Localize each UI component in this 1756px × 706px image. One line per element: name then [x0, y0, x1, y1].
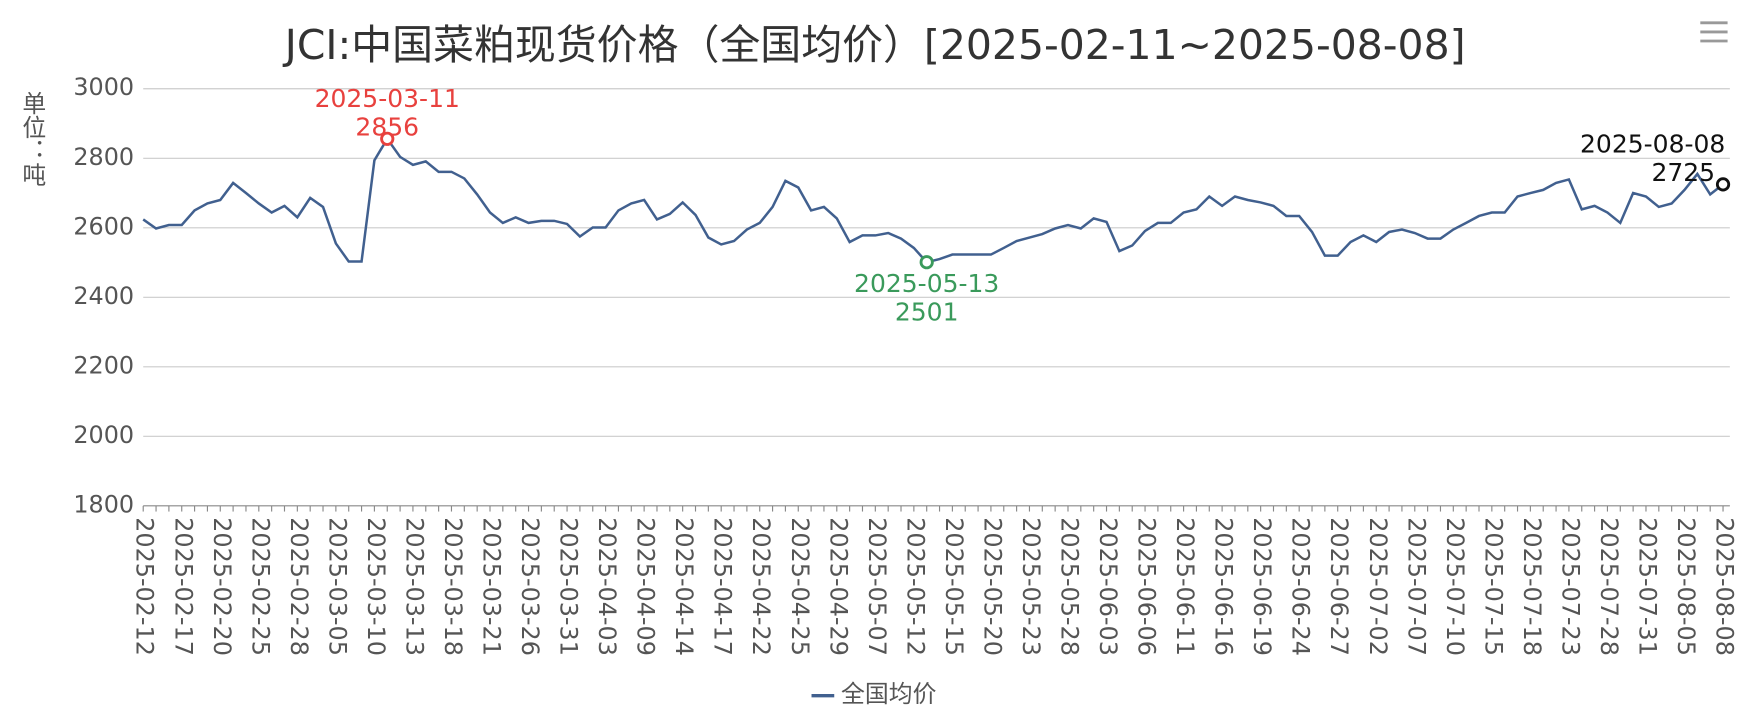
x-tick-label: 2025-08-05 [1672, 517, 1700, 656]
y-axis-label: 单位：吨 [18, 91, 46, 187]
y-tick-label: 2600 [73, 212, 134, 240]
legend-label: 全国均价 [841, 680, 937, 706]
x-tick-label: 2025-06-16 [1210, 517, 1238, 656]
x-tick-label: 2025-06-06 [1133, 517, 1161, 656]
x-tick-label: 2025-04-29 [824, 517, 852, 656]
y-tick-label: 2000 [73, 421, 134, 449]
x-tick-label: 2025-07-10 [1441, 517, 1469, 656]
x-tick-label: 2025-04-22 [747, 517, 775, 656]
x-tick-label: 2025-02-28 [285, 517, 313, 656]
x-tick-label: 2025-06-27 [1325, 517, 1353, 656]
x-tick-label: 2025-04-14 [670, 517, 698, 656]
x-tick-label: 2025-04-03 [593, 517, 621, 656]
x-tick-label: 2025-07-28 [1595, 517, 1623, 656]
y-tick-label: 2200 [73, 351, 134, 379]
x-tick-label: 2025-02-20 [208, 517, 236, 656]
x-tick-label: 2025-02-17 [169, 517, 197, 656]
x-tick-label: 2025-07-02 [1364, 517, 1392, 656]
x-tick-label: 2025-05-23 [1017, 517, 1045, 656]
x-tick-label: 2025-03-21 [478, 517, 506, 656]
x-tick-label: 2025-07-31 [1633, 517, 1661, 656]
x-tick-label: 2025-06-03 [1094, 517, 1122, 656]
y-tick-label: 2800 [73, 143, 134, 171]
annotation-point [919, 255, 934, 270]
x-tick-label: 2025-03-26 [516, 517, 544, 656]
x-tick-label: 2025-03-31 [555, 517, 583, 656]
annotation-value: 2725 [1651, 158, 1715, 187]
annotation-value: 2856 [355, 113, 419, 142]
y-tick-label: 1800 [73, 490, 134, 518]
x-tick-label: 2025-08-08 [1711, 517, 1739, 656]
annotation-point [380, 131, 395, 146]
x-tick-label: 2025-04-17 [709, 517, 737, 656]
x-tick-label: 2025-05-20 [978, 517, 1006, 656]
x-tick-label: 2025-06-19 [1248, 517, 1276, 656]
chart-title: JCI:中国菜粕现货价格（全国均价）[2025-02-11~2025-08-08… [282, 21, 1466, 69]
x-tick-label: 2025-02-25 [246, 517, 274, 656]
annotation-date: 2025-03-11 [315, 84, 460, 113]
annotation-point [1715, 177, 1731, 192]
x-tick-label: 2025-03-10 [362, 517, 390, 656]
annotation-date: 2025-08-08 [1580, 130, 1725, 159]
x-tick-label: 2025-07-07 [1402, 517, 1430, 656]
x-tick-label: 2025-05-12 [901, 517, 929, 656]
x-tick-label: 2025-04-25 [786, 517, 814, 656]
x-tick-label: 2025-06-11 [1171, 517, 1199, 656]
x-tick-label: 2025-07-15 [1479, 517, 1507, 656]
annotation-date: 2025-05-13 [854, 269, 999, 298]
x-tick-label: 2025-05-15 [940, 517, 968, 656]
x-tick-label: 2025-05-07 [863, 517, 891, 656]
x-tick-label: 2025-03-05 [323, 517, 351, 656]
y-tick-label: 2400 [73, 282, 134, 310]
menu-icon[interactable] [1700, 21, 1728, 43]
x-tick-label: 2025-03-18 [439, 517, 467, 656]
x-tick-label: 2025-04-09 [632, 517, 660, 656]
annotation-value: 2501 [895, 297, 959, 326]
x-tick-label: 2025-03-13 [400, 517, 428, 656]
series-line [142, 136, 1724, 264]
y-tick-label: 3000 [73, 73, 134, 101]
x-tick-label: 2025-05-28 [1055, 517, 1083, 656]
x-tick-label: 2025-02-12 [131, 517, 159, 656]
x-tick-label: 2025-07-18 [1518, 517, 1546, 656]
x-tick-label: 2025-07-23 [1556, 517, 1584, 656]
x-tick-label: 2025-06-24 [1287, 517, 1315, 656]
